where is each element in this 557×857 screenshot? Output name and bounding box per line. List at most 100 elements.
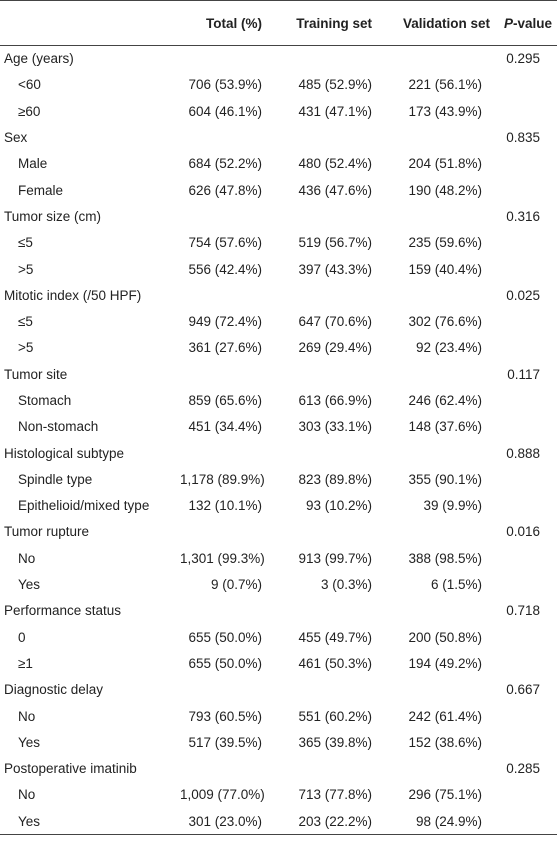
- cell: [482, 493, 540, 519]
- group-label: Tumor size (cm): [4, 208, 101, 224]
- p-value: 0.718: [506, 603, 540, 619]
- total-cell: 556 (42.4%): [188, 261, 262, 277]
- table-header: Total (%) Training set Validation set P-…: [0, 0, 557, 46]
- cell: [482, 650, 540, 676]
- sub-row: Yes 517 (39.5%) 365 (39.8%) 152 (38.6%): [0, 729, 557, 755]
- cell: [262, 440, 372, 466]
- cell: [540, 98, 557, 124]
- validation-cell: 302 (76.6%): [408, 314, 482, 330]
- total-cell: 9 (0.7%): [210, 577, 262, 593]
- total-cell: 1,178 (89.9%): [180, 471, 265, 487]
- sub-row: No 1,301 (99.3%) 913 (99.7%) 388 (98.5%): [0, 545, 557, 571]
- group-row: Performance status 0.718: [0, 598, 557, 624]
- validation-cell: 388 (98.5%): [408, 550, 482, 566]
- training-cell: 519 (56.7%): [298, 235, 372, 251]
- validation-cell: 296 (75.1%): [408, 787, 482, 803]
- p-value: 0.016: [506, 524, 540, 540]
- cell: [540, 414, 557, 440]
- cell: [372, 282, 482, 308]
- cell: [180, 598, 262, 624]
- total-cell: 706 (53.9%): [188, 77, 262, 93]
- cell: [180, 361, 262, 387]
- cell: [372, 519, 482, 545]
- validation-cell: 355 (90.1%): [408, 471, 482, 487]
- validation-cell: 152 (38.6%): [408, 734, 482, 750]
- sub-row: >5 361 (27.6%) 269 (29.4%) 92 (23.4%): [0, 335, 557, 361]
- header-cell: Validation set: [372, 0, 490, 46]
- cell: [540, 650, 557, 676]
- validation-cell: 148 (37.6%): [408, 419, 482, 435]
- cell: [262, 519, 372, 545]
- training-cell: 269 (29.4%): [298, 340, 372, 356]
- sub-row: No 793 (60.5%) 551 (60.2%) 242 (61.4%): [0, 703, 557, 729]
- cell: [180, 203, 262, 229]
- group-label: Histological subtype: [4, 445, 125, 461]
- cell: [482, 335, 540, 361]
- group-label: Diagnostic delay: [4, 682, 104, 698]
- cell: [262, 282, 372, 308]
- training-cell: 431 (47.1%): [298, 103, 372, 119]
- p-value: 0.888: [506, 445, 540, 461]
- total-cell: 1,009 (77.0%): [180, 787, 265, 803]
- group-label: Mitotic index (/50 HPF): [4, 287, 142, 303]
- cell: [482, 466, 540, 492]
- row-label: Non-stomach: [18, 419, 99, 435]
- header-blank: [0, 0, 180, 46]
- cell: [262, 124, 372, 150]
- cell: [262, 598, 372, 624]
- table-body: Age (years) 0.295 <60 706 (53.9%) 485 (52.9%…: [0, 46, 557, 835]
- cell: [540, 808, 557, 835]
- total-cell: 655 (50.0%): [188, 655, 262, 671]
- training-cell: 647 (70.6%): [298, 314, 372, 330]
- cell: [180, 124, 262, 150]
- validation-cell: 190 (48.2%): [408, 182, 482, 198]
- sub-row: <60 706 (53.9%) 485 (52.9%) 221 (56.1%): [0, 72, 557, 98]
- p-value: 0.316: [506, 208, 540, 224]
- cell: [482, 177, 540, 203]
- validation-cell: 242 (61.4%): [408, 708, 482, 724]
- sub-row: ≥60 604 (46.1%) 431 (47.1%) 173 (43.9%): [0, 98, 557, 124]
- cell: [180, 46, 262, 72]
- cell: [540, 335, 557, 361]
- row-label: ≥1: [18, 655, 33, 671]
- cell: [540, 256, 557, 282]
- training-cell: 461 (50.3%): [298, 655, 372, 671]
- total-cell: 859 (65.6%): [188, 393, 262, 408]
- group-label: Postoperative imatinib: [4, 761, 137, 777]
- cell: [482, 98, 540, 124]
- cell: [262, 756, 372, 782]
- cell: [540, 46, 557, 72]
- cell: [482, 624, 540, 650]
- header-text: -value: [512, 15, 553, 31]
- group-row: Tumor rupture 0.016: [0, 519, 557, 545]
- cell: [262, 203, 372, 229]
- cell: [540, 308, 557, 334]
- row-label: ≥60: [18, 103, 41, 119]
- cell: [482, 729, 540, 755]
- cell: [540, 282, 557, 308]
- row-label: Male: [18, 156, 48, 172]
- p-value: 0.835: [506, 130, 540, 146]
- p-value: 0.285: [506, 761, 540, 777]
- p-value: 0.295: [506, 51, 540, 67]
- header-italic: P: [503, 15, 513, 31]
- cell: [540, 177, 557, 203]
- validation-cell: 194 (49.2%): [408, 655, 482, 671]
- group-row: Sex 0.835: [0, 124, 557, 150]
- row-label: Stomach: [18, 393, 72, 408]
- cell: [482, 545, 540, 571]
- sub-row: ≤5 949 (72.4%) 647 (70.6%) 302 (76.6%): [0, 308, 557, 334]
- cell: [482, 414, 540, 440]
- cell: [540, 387, 557, 413]
- p-value: 0.667: [506, 682, 540, 698]
- sub-row: Non-stomach 451 (34.4%) 303 (33.1%) 148 (37…: [0, 414, 557, 440]
- row-label: No: [18, 708, 36, 724]
- cell: [482, 782, 540, 808]
- training-cell: 365 (39.8%): [298, 734, 372, 750]
- total-cell: 451 (34.4%): [188, 419, 262, 435]
- cell: [540, 729, 557, 755]
- row-label: ≤5: [18, 235, 33, 251]
- cell: [540, 466, 557, 492]
- cell: [372, 440, 482, 466]
